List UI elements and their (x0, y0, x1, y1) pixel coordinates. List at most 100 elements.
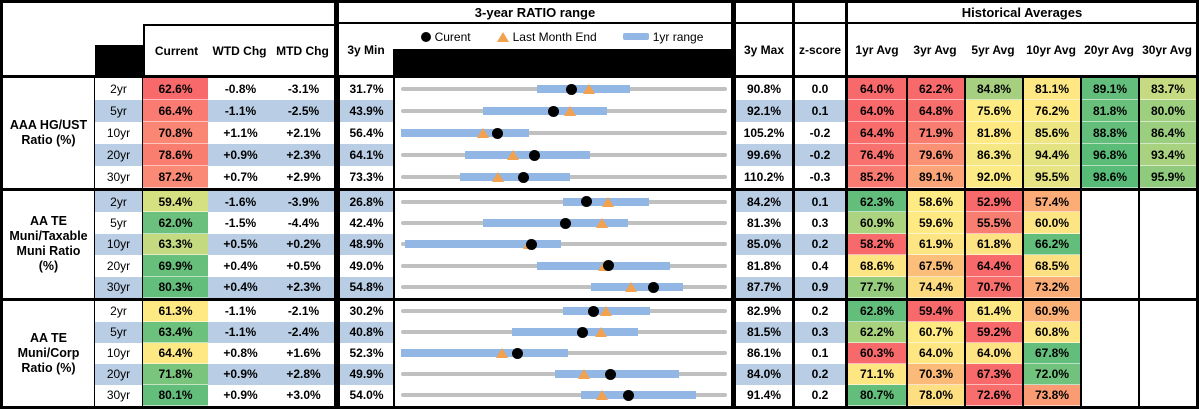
avg-cell[interactable] (1080, 212, 1138, 234)
z-score-cell[interactable]: 0.1 (795, 342, 845, 364)
min-3y-cell[interactable]: 49.9% (339, 363, 393, 385)
avg-cell[interactable]: 64.0% (848, 78, 906, 100)
avg-cell[interactable]: 68.6% (848, 255, 906, 277)
max-3y-cell[interactable]: 81.5% (736, 321, 792, 343)
avg-cell[interactable]: 73.8% (1022, 384, 1080, 406)
avg-cell[interactable]: 70.7% (964, 276, 1022, 298)
max-3y-cell[interactable]: 87.7% (736, 276, 792, 298)
mtd-chg-cell[interactable]: +0.2% (273, 233, 334, 256)
avg-cell[interactable]: 76.2% (1022, 100, 1080, 122)
avg-cell[interactable]: 62.3% (848, 191, 906, 213)
current-cell[interactable]: 66.4% (143, 100, 208, 122)
min-3y-cell[interactable]: 49.0% (339, 255, 393, 277)
z-score-cell[interactable]: 0.0 (795, 78, 845, 100)
max-3y-cell[interactable]: 81.3% (736, 212, 792, 234)
current-cell[interactable]: 70.8% (143, 122, 208, 144)
mtd-chg-cell[interactable]: +2.8% (273, 363, 334, 385)
avg-cell[interactable] (1080, 342, 1138, 364)
avg-cell[interactable]: 71.9% (906, 122, 964, 144)
avg-cell[interactable] (1080, 321, 1138, 343)
avg-cell[interactable]: 86.3% (964, 144, 1022, 166)
current-cell[interactable]: 87.2% (143, 166, 208, 188)
tenor-cell[interactable]: 30yr (95, 166, 143, 188)
min-3y-cell[interactable]: 42.4% (339, 212, 393, 234)
avg-cell[interactable]: 59.6% (906, 212, 964, 234)
mtd-chg-cell[interactable]: -2.4% (273, 321, 334, 343)
avg-cell[interactable]: 55.5% (964, 212, 1022, 234)
z-score-cell[interactable]: 0.2 (795, 384, 845, 406)
min-3y-cell[interactable]: 64.1% (339, 144, 393, 166)
max-3y-cell[interactable]: 86.1% (736, 342, 792, 364)
avg-cell[interactable] (1138, 191, 1196, 213)
wtd-chg-cell[interactable]: +0.9% (208, 144, 273, 166)
mtd-chg-cell[interactable]: +2.9% (273, 166, 334, 188)
avg-cell[interactable]: 64.4% (964, 255, 1022, 277)
avg-cell[interactable]: 85.6% (1022, 122, 1080, 144)
max-3y-cell[interactable]: 99.6% (736, 144, 792, 166)
min-3y-cell[interactable]: 73.3% (339, 166, 393, 188)
mtd-chg-cell[interactable]: -4.4% (273, 212, 334, 234)
mtd-chg-cell[interactable]: +0.5% (273, 255, 334, 277)
min-3y-cell[interactable]: 48.9% (339, 233, 393, 256)
avg-cell[interactable]: 98.6% (1080, 166, 1138, 188)
avg-cell[interactable] (1080, 255, 1138, 277)
avg-cell[interactable]: 64.0% (848, 100, 906, 122)
current-cell[interactable]: 62.0% (143, 212, 208, 234)
avg-cell[interactable]: 66.2% (1022, 233, 1080, 256)
avg-cell[interactable]: 78.0% (906, 384, 964, 406)
avg-cell[interactable]: 81.8% (964, 122, 1022, 144)
avg-cell[interactable]: 80.7% (848, 384, 906, 406)
avg-cell[interactable]: 86.4% (1138, 122, 1196, 144)
avg-cell[interactable] (1138, 233, 1196, 256)
avg-cell[interactable]: 67.5% (906, 255, 964, 277)
avg-cell[interactable]: 73.2% (1022, 276, 1080, 298)
mtd-chg-cell[interactable]: +2.3% (273, 144, 334, 166)
avg-cell[interactable]: 57.4% (1022, 191, 1080, 213)
avg-cell[interactable]: 89.1% (1080, 78, 1138, 100)
tenor-cell[interactable]: 5yr (95, 212, 143, 234)
wtd-chg-cell[interactable]: +0.5% (208, 233, 273, 256)
avg-cell[interactable]: 88.8% (1080, 122, 1138, 144)
tenor-cell[interactable]: 20yr (95, 144, 143, 166)
min-3y-cell[interactable]: 54.8% (339, 276, 393, 298)
mtd-chg-cell[interactable]: +1.6% (273, 342, 334, 364)
wtd-chg-cell[interactable]: +0.8% (208, 342, 273, 364)
wtd-chg-cell[interactable]: -0.8% (208, 78, 273, 100)
tenor-cell[interactable]: 10yr (95, 122, 143, 144)
current-cell[interactable]: 71.8% (143, 363, 208, 385)
avg-cell[interactable]: 64.0% (906, 342, 964, 364)
current-cell[interactable]: 80.1% (143, 384, 208, 406)
min-3y-cell[interactable]: 56.4% (339, 122, 393, 144)
avg-cell[interactable]: 59.2% (964, 321, 1022, 343)
current-cell[interactable]: 59.4% (143, 191, 208, 213)
wtd-chg-cell[interactable]: +0.7% (208, 166, 273, 188)
avg-cell[interactable]: 83.7% (1138, 78, 1196, 100)
tenor-cell[interactable]: 2yr (95, 78, 143, 100)
tenor-cell[interactable]: 20yr (95, 255, 143, 277)
max-3y-cell[interactable]: 92.1% (736, 100, 792, 122)
min-3y-cell[interactable]: 26.8% (339, 191, 393, 213)
avg-cell[interactable]: 52.9% (964, 191, 1022, 213)
wtd-chg-cell[interactable]: -1.5% (208, 212, 273, 234)
avg-cell[interactable]: 72.6% (964, 384, 1022, 406)
tenor-cell[interactable]: 10yr (95, 233, 143, 256)
avg-cell[interactable]: 84.8% (964, 78, 1022, 100)
avg-cell[interactable]: 94.4% (1022, 144, 1080, 166)
min-3y-cell[interactable]: 43.9% (339, 100, 393, 122)
avg-cell[interactable]: 85.2% (848, 166, 906, 188)
avg-cell[interactable]: 61.9% (906, 233, 964, 256)
max-3y-cell[interactable]: 85.0% (736, 233, 792, 256)
avg-cell[interactable]: 62.2% (848, 321, 906, 343)
tenor-cell[interactable]: 30yr (95, 276, 143, 298)
mtd-chg-cell[interactable]: -2.5% (273, 100, 334, 122)
avg-cell[interactable]: 68.5% (1022, 255, 1080, 277)
avg-cell[interactable] (1080, 276, 1138, 298)
min-3y-cell[interactable]: 40.8% (339, 321, 393, 343)
current-cell[interactable]: 78.6% (143, 144, 208, 166)
avg-cell[interactable] (1138, 212, 1196, 234)
wtd-chg-cell[interactable]: -1.1% (208, 300, 273, 322)
avg-cell[interactable]: 77.7% (848, 276, 906, 298)
max-3y-cell[interactable]: 90.8% (736, 78, 792, 100)
avg-cell[interactable]: 62.2% (906, 78, 964, 100)
mtd-chg-cell[interactable]: +2.3% (273, 276, 334, 298)
